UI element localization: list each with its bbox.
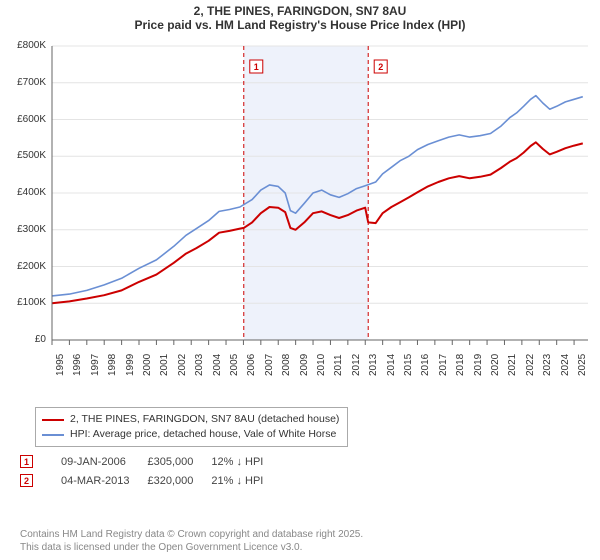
legend: 2, THE PINES, FARINGDON, SN7 8AU (detach…: [35, 407, 348, 447]
title-line-1: 2, THE PINES, FARINGDON, SN7 8AU: [0, 4, 600, 18]
event-price: £305,000: [147, 452, 211, 471]
x-tick-label: 2007: [264, 354, 275, 376]
x-tick-label: 2024: [560, 354, 571, 376]
x-tick-label: 1996: [72, 354, 83, 376]
footer-attribution: Contains HM Land Registry data © Crown c…: [20, 529, 363, 554]
y-tick-label: £800K: [8, 40, 46, 51]
event-marker: 1: [20, 455, 33, 468]
legend-item: 2, THE PINES, FARINGDON, SN7 8AU (detach…: [42, 412, 339, 427]
y-tick-label: £0: [8, 334, 46, 345]
x-tick-label: 2004: [212, 354, 223, 376]
x-tick-label: 2015: [403, 354, 414, 376]
x-tick-label: 2016: [420, 354, 431, 376]
event-row: 2 04-MAR-2013£320,00021% ↓ HPI: [20, 471, 281, 490]
event-date: 04-MAR-2013: [61, 471, 147, 490]
x-tick-label: 2009: [299, 354, 310, 376]
y-tick-label: £500K: [8, 150, 46, 161]
chart-title: 2, THE PINES, FARINGDON, SN7 8AU Price p…: [0, 0, 600, 38]
x-tick-label: 2000: [142, 354, 153, 376]
x-tick-label: 2003: [194, 354, 205, 376]
x-tick-label: 2002: [177, 354, 188, 376]
y-tick-label: £700K: [8, 77, 46, 88]
y-tick-label: £300K: [8, 224, 46, 235]
x-tick-label: 2008: [281, 354, 292, 376]
y-tick-label: £400K: [8, 187, 46, 198]
line-chart-svg: 12: [8, 40, 592, 400]
x-tick-label: 2010: [316, 354, 327, 376]
chart-area: 12 £0£100K£200K£300K£400K£500K£600K£700K…: [8, 40, 592, 400]
x-tick-label: 2023: [542, 354, 553, 376]
event-marker: 2: [20, 474, 33, 487]
x-tick-label: 2017: [438, 354, 449, 376]
y-tick-label: £100K: [8, 297, 46, 308]
x-tick-label: 2019: [473, 354, 484, 376]
event-delta: 21% ↓ HPI: [211, 471, 281, 490]
x-tick-label: 2018: [455, 354, 466, 376]
x-tick-label: 2011: [333, 354, 344, 376]
x-tick-label: 2001: [159, 354, 170, 376]
x-tick-label: 2021: [507, 354, 518, 376]
legend-label: 2, THE PINES, FARINGDON, SN7 8AU (detach…: [70, 412, 339, 427]
footer-line-2: This data is licensed under the Open Gov…: [20, 542, 363, 555]
event-delta: 12% ↓ HPI: [211, 452, 281, 471]
event-row: 1 09-JAN-2006£305,00012% ↓ HPI: [20, 452, 281, 471]
svg-text:1: 1: [254, 62, 259, 72]
x-tick-label: 2014: [386, 354, 397, 376]
x-tick-label: 1995: [55, 354, 66, 376]
legend-swatch: [42, 419, 64, 421]
x-tick-label: 1998: [107, 354, 118, 376]
event-markers-table: 1 09-JAN-2006£305,00012% ↓ HPI 2 04-MAR-201…: [20, 452, 281, 490]
legend-swatch: [42, 434, 64, 436]
event-price: £320,000: [147, 471, 211, 490]
x-tick-label: 2012: [351, 354, 362, 376]
x-tick-label: 2022: [525, 354, 536, 376]
x-tick-label: 2006: [246, 354, 257, 376]
legend-label: HPI: Average price, detached house, Vale…: [70, 427, 336, 442]
x-tick-label: 2005: [229, 354, 240, 376]
x-tick-label: 2025: [577, 354, 588, 376]
y-tick-label: £200K: [8, 261, 46, 272]
legend-item: HPI: Average price, detached house, Vale…: [42, 427, 339, 442]
svg-text:2: 2: [378, 62, 383, 72]
event-date: 09-JAN-2006: [61, 452, 147, 471]
x-tick-label: 1999: [125, 354, 136, 376]
title-line-2: Price paid vs. HM Land Registry's House …: [0, 18, 600, 32]
x-tick-label: 2020: [490, 354, 501, 376]
y-tick-label: £600K: [8, 114, 46, 125]
x-tick-label: 1997: [90, 354, 101, 376]
x-tick-label: 2013: [368, 354, 379, 376]
footer-line-1: Contains HM Land Registry data © Crown c…: [20, 529, 363, 542]
